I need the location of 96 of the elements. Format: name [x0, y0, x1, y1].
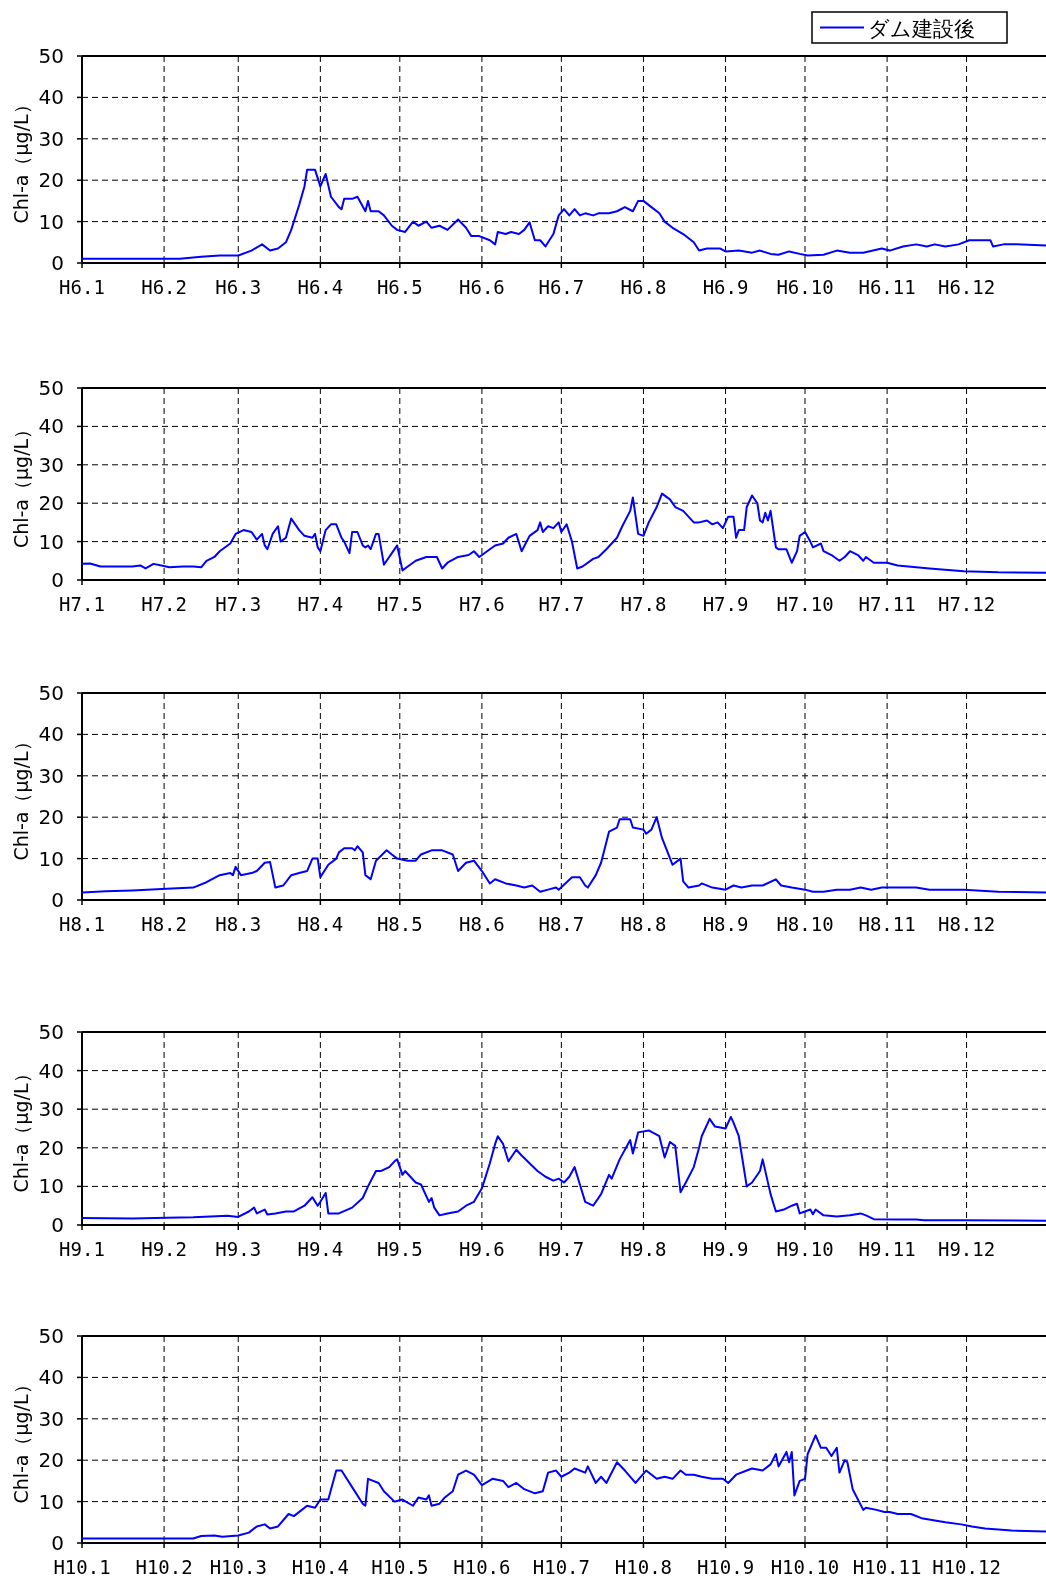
y-tick-label: 10	[38, 846, 64, 871]
x-tick-label: H7.5	[376, 593, 423, 615]
x-tick-label: H9.2	[141, 1238, 187, 1260]
y-tick-label: 30	[38, 763, 64, 788]
x-tick-label: H6.10	[776, 276, 834, 298]
y-tick-label: 20	[38, 168, 64, 193]
x-tick-label: H10.1	[53, 1556, 111, 1578]
x-tick-label: H9.8	[620, 1238, 667, 1260]
x-tick-label: H10.5	[371, 1556, 429, 1578]
x-tick-label: H8.5	[376, 913, 423, 935]
x-tick-label: H6.2	[141, 276, 187, 298]
x-tick-label: H10.2	[135, 1556, 193, 1578]
y-tick-label: 40	[38, 1365, 64, 1390]
x-tick-label: H7.3	[215, 593, 262, 615]
x-tick-label: H9.10	[776, 1238, 834, 1260]
x-tick-label: H7.2	[141, 593, 187, 615]
x-tick-label: H10.10	[770, 1556, 840, 1578]
y-tick-label: 30	[38, 126, 64, 151]
x-tick-label: H8.7	[538, 913, 585, 935]
y-tick-label: 50	[38, 1020, 64, 1044]
y-tick-label: 10	[38, 529, 64, 554]
y-tick-label: 10	[38, 1174, 64, 1199]
y-tick-label: 20	[38, 1448, 64, 1473]
y-tick-label: 0	[51, 1213, 64, 1237]
x-tick-label: H7.6	[459, 593, 505, 615]
y-tick-label: 0	[51, 888, 64, 912]
x-tick-label: H10.11	[852, 1556, 922, 1578]
y-tick-label: 0	[51, 568, 64, 592]
x-tick-label: H8.3	[215, 913, 262, 935]
x-tick-label: H10.6	[453, 1556, 511, 1578]
y-axis-title: Chl-a（μg/L）	[10, 419, 32, 549]
x-tick-label: H7.9	[702, 593, 749, 615]
legend-label: ダム建設後	[868, 16, 975, 41]
x-tick-label: H10.4	[291, 1556, 349, 1578]
y-tick-label: 40	[38, 414, 64, 439]
x-tick-label: H7.12	[937, 593, 996, 615]
x-tick-label: H7.1	[59, 593, 105, 615]
x-tick-label: H6.1	[59, 276, 105, 298]
y-tick-label: 0	[51, 251, 64, 275]
x-tick-label: H7.8	[620, 593, 667, 615]
y-tick-label: 30	[38, 452, 64, 477]
x-tick-label: H7.10	[776, 593, 834, 615]
y-tick-label: 30	[38, 1097, 64, 1122]
x-tick-label: H8.11	[858, 913, 916, 935]
x-tick-label: H10.7	[532, 1556, 590, 1578]
y-axis-title: Chl-a（μg/L）	[10, 1064, 32, 1193]
x-tick-label: H6.5	[376, 276, 423, 298]
y-tick-label: 20	[38, 491, 64, 516]
x-tick-label: H10.12	[932, 1556, 1001, 1578]
x-tick-label: H6.9	[702, 276, 749, 298]
y-axis-title: Chl-a（μg/L）	[10, 95, 32, 224]
x-tick-label: H7.4	[297, 593, 344, 615]
y-tick-label: 50	[38, 681, 64, 705]
x-tick-label: H8.1	[59, 913, 105, 935]
y-tick-label: 10	[38, 1489, 64, 1514]
y-tick-label: 40	[38, 85, 64, 110]
x-tick-label: H9.5	[376, 1238, 423, 1260]
x-tick-label: H9.9	[702, 1238, 749, 1260]
y-axis-title: Chl-a（μg/L）	[10, 1375, 32, 1504]
y-tick-label: 10	[38, 209, 64, 234]
x-tick-label: H9.11	[858, 1238, 916, 1260]
y-tick-label: 40	[38, 722, 64, 747]
x-tick-label: H6.11	[858, 276, 916, 298]
y-tick-label: 50	[38, 44, 64, 68]
x-tick-label: H10.9	[696, 1556, 755, 1578]
x-tick-label: H6.3	[215, 276, 262, 298]
x-tick-label: H9.12	[937, 1238, 996, 1260]
x-tick-label: H9.6	[459, 1238, 505, 1260]
y-axis-title: Chl-a（μg/L）	[10, 732, 32, 861]
y-tick-label: 30	[38, 1406, 64, 1431]
y-tick-label: 50	[38, 376, 64, 400]
x-tick-label: H6.6	[459, 276, 505, 298]
x-tick-label: H8.4	[297, 913, 344, 935]
x-tick-label: H8.2	[141, 913, 187, 935]
y-tick-label: 50	[38, 1324, 64, 1348]
x-tick-label: H8.6	[459, 913, 505, 935]
x-tick-label: H7.11	[858, 593, 916, 615]
x-tick-label: H8.12	[937, 913, 996, 935]
x-tick-label: H6.4	[297, 276, 344, 298]
y-tick-label: 20	[38, 1135, 64, 1160]
x-tick-label: H10.8	[614, 1556, 673, 1578]
y-tick-label: 40	[38, 1058, 64, 1083]
x-tick-label: H10.3	[209, 1556, 267, 1578]
y-tick-label: 20	[38, 805, 64, 830]
x-tick-label: H8.8	[620, 913, 667, 935]
x-tick-label: H9.3	[215, 1238, 262, 1260]
x-tick-label: H9.4	[297, 1238, 344, 1260]
x-tick-label: H9.1	[59, 1238, 105, 1260]
x-tick-label: H6.7	[538, 276, 585, 298]
y-tick-label: 0	[51, 1531, 64, 1555]
x-tick-label: H7.7	[538, 593, 585, 615]
x-tick-label: H6.12	[937, 276, 996, 298]
x-tick-label: H6.8	[620, 276, 667, 298]
x-tick-label: H8.10	[776, 913, 834, 935]
x-tick-label: H9.7	[538, 1238, 585, 1260]
x-tick-label: H8.9	[702, 913, 749, 935]
